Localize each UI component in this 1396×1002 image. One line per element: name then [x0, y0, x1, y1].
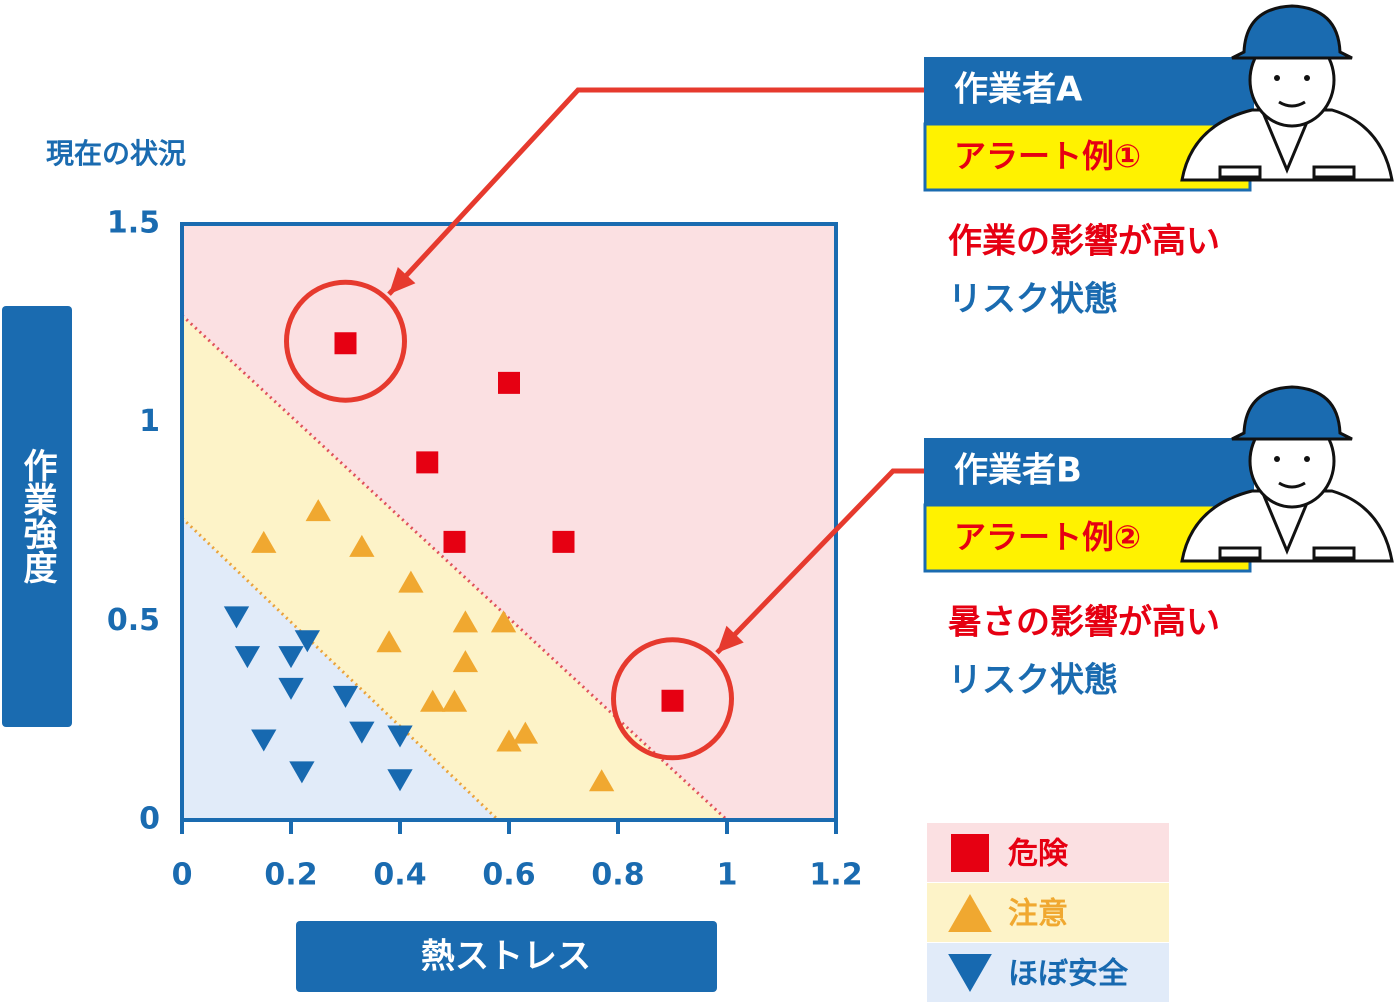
data-point — [443, 530, 466, 553]
data-point — [278, 646, 304, 669]
data-point — [498, 371, 520, 394]
x-axis-label: 熱ストレス — [421, 937, 591, 977]
y-tick-label: 1 — [139, 404, 160, 439]
data-point — [376, 630, 402, 653]
data-point — [552, 530, 575, 553]
data-point — [441, 689, 468, 712]
chart-title: 現在の状況 — [46, 137, 186, 170]
legend-label: ほぼ安全 — [1008, 957, 1129, 992]
data-point — [334, 332, 357, 355]
alert-label: アラート例① — [954, 137, 1141, 175]
x-tick-label: 0 — [172, 858, 193, 893]
data-point — [387, 725, 413, 748]
data-point — [452, 650, 479, 673]
y-tick-label: 0.5 — [107, 603, 160, 638]
alert-label: アラート例② — [954, 518, 1141, 556]
x-label-box — [296, 921, 717, 992]
x-tick-label: 1.2 — [809, 858, 862, 893]
legend-marker — [951, 834, 989, 872]
data-point — [452, 610, 479, 633]
highlight-circle — [284, 279, 407, 403]
annotation-line: 暑さの影響が高い — [948, 603, 1220, 643]
arrow-head — [717, 625, 744, 653]
data-point — [305, 499, 331, 522]
annotation-line: リスク状態 — [948, 661, 1118, 701]
data-point — [278, 677, 304, 700]
data-point — [349, 534, 375, 557]
data-point — [349, 721, 375, 744]
data-point — [420, 689, 446, 712]
worker-header — [924, 57, 1254, 123]
arrow — [715, 468, 924, 655]
annotation-line: リスク状態 — [948, 280, 1118, 320]
data-point — [496, 729, 522, 752]
x-tick-label: 0.2 — [264, 858, 317, 893]
data-point — [251, 530, 277, 553]
data-point — [234, 646, 261, 669]
arrow-head — [388, 266, 416, 295]
annotation-line: 作業の影響が高い — [948, 222, 1220, 262]
zone-boundary — [182, 314, 729, 820]
legend-label: 注意 — [1008, 897, 1068, 932]
worker-name: 作業者A — [954, 70, 1083, 110]
worker-header — [924, 438, 1254, 504]
legend-label: 危険 — [1008, 837, 1069, 872]
data-point — [661, 689, 684, 712]
data-point — [332, 685, 359, 708]
data-point — [589, 769, 615, 792]
y-tick-label: 0 — [139, 802, 160, 837]
y-axis-label: 作業強度 — [17, 448, 57, 584]
legend-marker — [948, 954, 992, 992]
y-label-box — [2, 306, 72, 727]
data-point — [294, 630, 320, 653]
data-point — [416, 451, 439, 474]
data-point — [289, 761, 315, 784]
arrow — [387, 87, 924, 296]
data-point — [251, 729, 277, 752]
worker-name: 作業者B — [954, 451, 1082, 491]
data-point — [223, 606, 250, 629]
y-tick-label: 1.5 — [107, 206, 160, 241]
highlight-circle — [611, 637, 734, 761]
x-tick-label: 0.4 — [373, 858, 426, 893]
x-tick-label: 0.8 — [591, 858, 644, 893]
zone-boundary — [182, 516, 500, 820]
data-point — [490, 610, 517, 633]
data-point — [398, 570, 424, 593]
data-point — [512, 721, 538, 744]
x-tick-label: 0.6 — [482, 858, 535, 893]
x-tick-label: 1 — [717, 858, 738, 893]
data-point — [387, 769, 413, 792]
legend-marker — [948, 894, 992, 932]
